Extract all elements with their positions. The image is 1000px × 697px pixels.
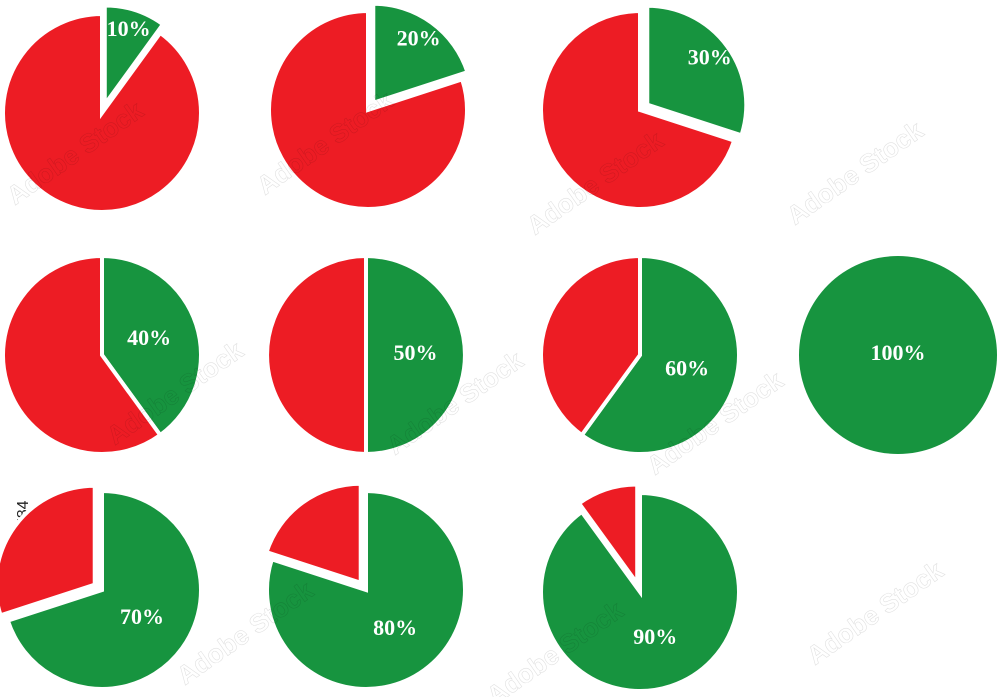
pie-slice [264, 481, 363, 586]
pie-chart: 10% [1, 3, 203, 214]
pie-chart: 70% [0, 483, 203, 691]
pie-slice [364, 253, 467, 457]
pie-slice [0, 483, 97, 618]
pie-slice [799, 256, 997, 454]
value-label: 100% [871, 340, 926, 365]
pie-chart: 80% [264, 481, 467, 691]
pie-slice [5, 488, 203, 691]
value-label: 90% [633, 624, 677, 649]
pie-chart: 100% [799, 256, 997, 454]
pie-slice [539, 8, 737, 211]
value-label: 80% [373, 615, 417, 640]
pie-chart: 30% [539, 3, 749, 211]
value-label: 30% [688, 44, 732, 69]
pie-slice [579, 253, 741, 456]
value-label: 20% [397, 25, 441, 50]
pie-slice [267, 8, 469, 211]
pie-chart: 90% [539, 482, 741, 693]
value-label: 60% [665, 355, 709, 380]
pie-slice [645, 3, 749, 138]
pie-slice [100, 253, 203, 438]
pie-chart: 60% [539, 253, 741, 456]
pie-slice [102, 3, 166, 111]
pie-slice [265, 253, 368, 457]
pie-slice [539, 490, 741, 693]
pie-slice [576, 482, 640, 590]
watermark: Adobe Stock [801, 554, 949, 670]
pie-slice [1, 11, 203, 214]
pie-chart: 40% [1, 253, 203, 456]
pie-chart: 50% [265, 253, 467, 457]
watermark: Adobe Stock [781, 114, 929, 230]
pie-chart: 20% [267, 1, 470, 211]
pie-slice [371, 1, 470, 106]
value-label: 70% [120, 604, 164, 629]
pie-slice [539, 253, 642, 438]
pie-slice [1, 253, 163, 456]
value-label: 10% [107, 16, 151, 41]
value-label: 40% [127, 325, 171, 350]
value-label: 50% [394, 340, 438, 365]
pie-slice [265, 488, 467, 691]
